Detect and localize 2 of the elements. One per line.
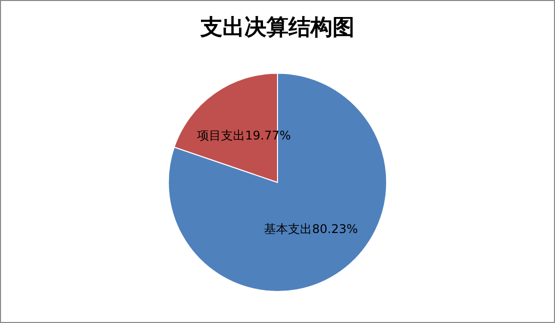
chart-title: 支出决算结构图: [200, 14, 354, 40]
slice-label: 基本支出80.23%: [264, 222, 358, 236]
